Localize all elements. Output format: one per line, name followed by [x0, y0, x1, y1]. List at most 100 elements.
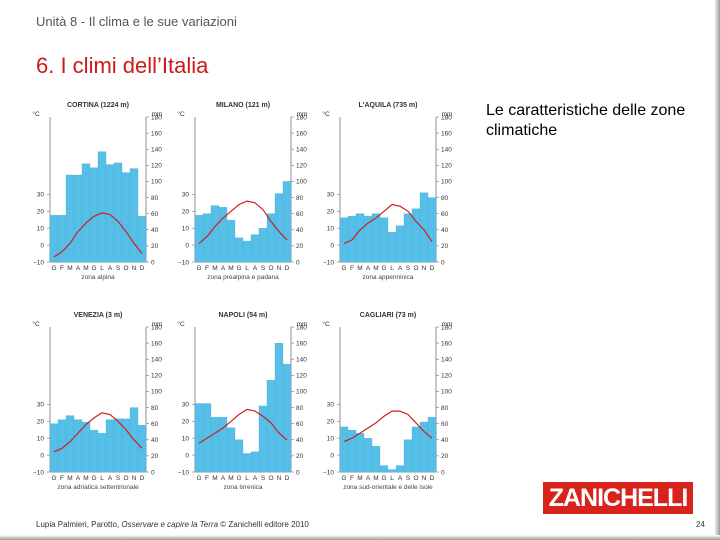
right-edge-shadow — [714, 0, 720, 540]
month-label: A — [76, 265, 81, 272]
precip-bar — [81, 421, 91, 473]
precip-tick-label: 60 — [441, 211, 449, 218]
temp-unit-label: °C — [177, 110, 185, 118]
precip-tick-label: 20 — [441, 243, 449, 250]
month-label: N — [277, 265, 282, 272]
month-label: A — [108, 475, 113, 482]
precip-tick-label: 40 — [151, 437, 159, 444]
month-label: S — [406, 475, 411, 482]
precip-tick-label: 120 — [151, 163, 162, 170]
precip-tick-label: 160 — [296, 130, 307, 137]
month-label: O — [123, 265, 128, 272]
temp-tick-label: −10 — [323, 469, 334, 476]
precip-tick-label: 80 — [441, 195, 449, 202]
month-label: G — [381, 265, 386, 272]
precip-tick-label: 160 — [296, 340, 307, 347]
side-caption: Le caratteristiche delle zone climatiche — [486, 102, 686, 139]
footer-publisher: © Zanichelli editore 2010 — [220, 520, 309, 529]
precip-tick-label: 160 — [151, 130, 162, 137]
month-label: A — [398, 265, 403, 272]
precip-bar — [234, 237, 244, 263]
chart-title: MILANO (121 m) — [216, 102, 270, 109]
month-label: D — [285, 475, 290, 482]
climate-chart: NAPOLI (54 m)°C mm18016014012010080604020… — [177, 312, 307, 491]
precip-tick-label: 80 — [441, 405, 449, 412]
month-label: D — [140, 265, 145, 272]
month-label: G — [51, 475, 56, 482]
temp-tick-label: 30 — [182, 402, 190, 409]
footer-authors: Lupia Palmieri, Parotto, — [36, 520, 120, 529]
precip-tick-label: 140 — [441, 357, 452, 364]
month-label: D — [140, 475, 145, 482]
month-label: M — [83, 265, 88, 272]
precip-bar — [419, 421, 429, 473]
temp-tick-label: 10 — [327, 225, 335, 232]
temp-tick-label: 30 — [327, 192, 335, 199]
precip-tick-label: 60 — [296, 211, 304, 218]
precip-bar — [226, 427, 236, 473]
precip-tick-label: 100 — [441, 389, 452, 396]
month-label: L — [100, 265, 104, 272]
month-label: L — [390, 475, 394, 482]
temp-tick-label: 0 — [185, 242, 189, 249]
precip-bar — [339, 217, 349, 263]
precip-bar — [250, 234, 260, 263]
month-label: D — [285, 265, 290, 272]
precip-tick-label: 40 — [296, 437, 304, 444]
temp-tick-label: 20 — [182, 209, 190, 216]
precip-bar — [242, 453, 252, 473]
footer-credits: Lupia Palmieri, Parotto, Osservare e cap… — [36, 520, 309, 529]
month-label: G — [236, 265, 241, 272]
precip-tick-label: 160 — [151, 340, 162, 347]
temp-tick-label: 0 — [40, 242, 44, 249]
temp-tick-label: 10 — [182, 225, 190, 232]
precip-tick-label: 140 — [296, 147, 307, 154]
precip-tick-label: 20 — [151, 243, 159, 250]
precip-bar — [274, 342, 284, 473]
precip-tick-label: 120 — [296, 163, 307, 170]
precip-bar — [379, 465, 389, 473]
month-label: G — [341, 265, 346, 272]
precip-bar — [226, 219, 236, 263]
precip-tick-label: 120 — [296, 373, 307, 380]
precip-unit-label: mm — [152, 111, 163, 118]
precip-bar — [137, 425, 147, 473]
precip-tick-label: 160 — [441, 130, 452, 137]
month-label: L — [245, 475, 249, 482]
precip-bar — [355, 213, 365, 263]
precip-bar — [339, 426, 349, 473]
temp-tick-label: 0 — [330, 452, 334, 459]
precip-tick-label: 100 — [296, 179, 307, 186]
temp-unit-label: °C — [32, 110, 40, 118]
month-label: A — [221, 265, 226, 272]
temperature-line — [198, 408, 288, 444]
month-label: S — [261, 475, 266, 482]
temp-tick-label: −10 — [323, 259, 334, 266]
precip-bar — [282, 363, 292, 473]
precip-bar — [411, 426, 421, 473]
precip-bar — [427, 417, 437, 473]
precip-tick-label: 180 — [296, 324, 307, 331]
precip-tick-label: 20 — [441, 453, 449, 460]
precip-tick-label: 60 — [441, 421, 449, 428]
precip-bar — [57, 215, 67, 263]
zone-caption: zona tirrenica — [223, 484, 262, 491]
temp-unit-label: °C — [322, 320, 330, 328]
precip-unit-label: mm — [442, 321, 453, 328]
month-label: G — [91, 265, 96, 272]
precip-bar — [73, 174, 83, 263]
month-label: M — [212, 475, 217, 482]
chart-title: NAPOLI (54 m) — [218, 312, 267, 319]
month-label: M — [357, 265, 362, 272]
temp-tick-label: 0 — [40, 452, 44, 459]
month-label: S — [116, 265, 121, 272]
month-label: M — [228, 475, 233, 482]
precip-tick-label: 180 — [441, 324, 452, 331]
precip-tick-label: 40 — [441, 437, 449, 444]
precip-tick-label: 20 — [296, 453, 304, 460]
precip-tick-label: 60 — [296, 421, 304, 428]
precip-tick-label: 120 — [151, 373, 162, 380]
precip-tick-label: 180 — [151, 324, 162, 331]
precip-tick-label: 20 — [296, 243, 304, 250]
precip-bar — [234, 439, 244, 473]
